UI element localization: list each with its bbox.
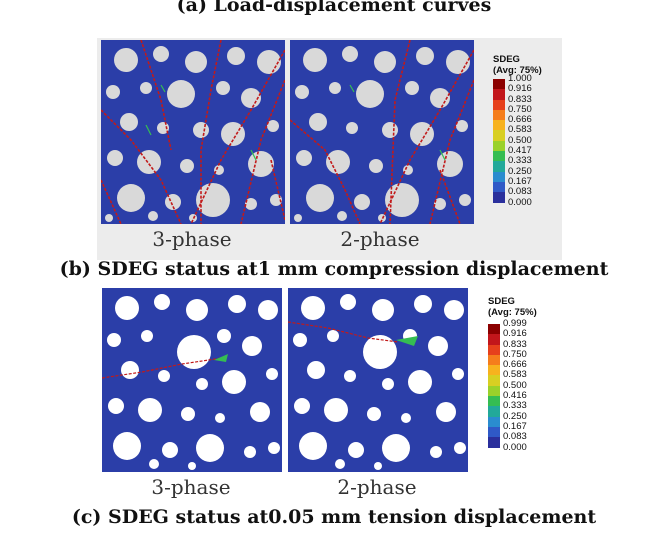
cracks bbox=[290, 40, 474, 224]
legend-b-colorbar bbox=[493, 79, 505, 203]
panel-c-left-image bbox=[102, 288, 282, 472]
legend-tick-label: 0.250 bbox=[508, 165, 532, 177]
legend-color-segment bbox=[488, 437, 500, 448]
damage-zone bbox=[214, 354, 228, 362]
legend-tick-label: 0.999 bbox=[503, 318, 527, 329]
legend-color-segment bbox=[488, 375, 500, 386]
legend-color-segment bbox=[488, 385, 500, 397]
panel-b-right-image bbox=[290, 40, 474, 224]
legend-color-segment bbox=[493, 130, 505, 141]
legend-color-segment bbox=[493, 151, 505, 162]
legend-color-segment bbox=[488, 365, 500, 376]
caption-b: (b) SDEG status at1 mm compression displ… bbox=[59, 258, 609, 280]
cracks bbox=[101, 40, 285, 224]
legend-color-segment bbox=[488, 354, 500, 366]
legend-tick-label: 0.333 bbox=[508, 155, 532, 167]
panel-c-group: 3-phase 2-phase SDEG (Avg: 75%) 0.999 0.9… bbox=[102, 284, 562, 506]
legend-tick-label: 0.583 bbox=[508, 124, 532, 136]
legend-tick-label: 1.000 bbox=[508, 73, 532, 84]
legend-color-segment bbox=[488, 334, 500, 345]
panel-c-right-image bbox=[288, 288, 468, 472]
panel-b-right-label: 2-phase bbox=[340, 227, 420, 251]
legend-tick-label: 0.500 bbox=[503, 379, 527, 391]
legend-b: SDEG (Avg: 75%) 1.000 0.916 0.833 0.750 0.66… bbox=[493, 54, 563, 224]
legend-tick-label: 0.916 bbox=[503, 328, 527, 340]
legend-tick-label: 0.083 bbox=[503, 431, 527, 443]
legend-b-ticks: 1.000 0.916 0.833 0.750 0.666 0.583 0.500 0.417… bbox=[508, 73, 532, 208]
caption-a: (a) Load-displacement curves bbox=[176, 0, 492, 16]
legend-tick-label: 0.833 bbox=[503, 338, 527, 350]
legend-tick-label: 0.583 bbox=[503, 369, 527, 381]
aggregates bbox=[293, 294, 466, 470]
damage-zone bbox=[396, 336, 418, 346]
legend-color-segment bbox=[493, 109, 505, 121]
legend-tick-label: 0.500 bbox=[508, 134, 532, 146]
legend-tick-label: 0.000 bbox=[508, 196, 532, 208]
legend-color-segment bbox=[488, 426, 500, 438]
legend-color-segment bbox=[493, 89, 505, 100]
legend-color-segment bbox=[493, 79, 505, 90]
legend-color-segment bbox=[493, 171, 505, 182]
panel-b-left-label: 3-phase bbox=[152, 227, 232, 251]
cracks bbox=[288, 321, 399, 343]
legend-color-segment bbox=[493, 181, 505, 193]
legend-color-segment bbox=[493, 140, 505, 152]
damage-zones bbox=[349, 84, 446, 161]
legend-color-segment bbox=[493, 99, 505, 110]
legend-color-segment bbox=[488, 406, 500, 417]
legend-tick-label: 0.250 bbox=[503, 410, 527, 422]
legend-tick-label: 0.750 bbox=[508, 103, 532, 115]
legend-tick-label: 0.333 bbox=[503, 400, 527, 412]
legend-c-title: SDEG bbox=[488, 296, 515, 307]
legend-b-subtitle: (Avg: 75%) bbox=[493, 65, 542, 76]
legend-c-subtitle: (Avg: 75%) bbox=[488, 307, 537, 318]
legend-tick-label: 0.167 bbox=[508, 175, 532, 187]
legend-b-title: SDEG bbox=[493, 54, 520, 65]
panel-b-left-image bbox=[101, 40, 285, 224]
legend-tick-label: 0.083 bbox=[508, 186, 532, 198]
legend-tick-label: 0.750 bbox=[503, 348, 527, 360]
legend-color-segment bbox=[493, 161, 505, 172]
caption-c: (c) SDEG status at0.05 mm tension displa… bbox=[71, 506, 597, 528]
legend-tick-label: 0.000 bbox=[503, 441, 527, 453]
legend-tick-label: 0.417 bbox=[508, 145, 532, 157]
legend-c-colorbar bbox=[488, 324, 500, 448]
legend-color-segment bbox=[493, 192, 505, 203]
legend-tick-label: 0.167 bbox=[503, 420, 527, 432]
legend-c-ticks: 0.999 0.916 0.833 0.750 0.666 0.583 0.500 0.416… bbox=[503, 318, 527, 453]
legend-c: SDEG (Avg: 75%) 0.999 0.916 0.833 0.750 0.66… bbox=[488, 296, 562, 476]
panel-c-right-label: 2-phase bbox=[337, 475, 417, 499]
legend-color-segment bbox=[488, 396, 500, 407]
aggregates bbox=[107, 294, 280, 470]
legend-tick-label: 0.666 bbox=[503, 359, 527, 371]
cracks bbox=[102, 357, 223, 379]
damage-zones bbox=[145, 84, 257, 161]
panel-b-group: 3-phase 2-phase SDEG (Avg: 75%) 1.000 0.9… bbox=[97, 38, 562, 260]
legend-color-segment bbox=[488, 416, 500, 427]
legend-color-segment bbox=[493, 120, 505, 131]
legend-color-segment bbox=[488, 344, 500, 355]
legend-tick-label: 0.916 bbox=[508, 83, 532, 95]
legend-tick-label: 0.666 bbox=[508, 114, 532, 126]
legend-tick-label: 0.833 bbox=[508, 93, 532, 105]
legend-tick-label: 0.416 bbox=[503, 390, 527, 402]
panel-c-left-label: 3-phase bbox=[151, 475, 231, 499]
legend-color-segment bbox=[488, 324, 500, 335]
